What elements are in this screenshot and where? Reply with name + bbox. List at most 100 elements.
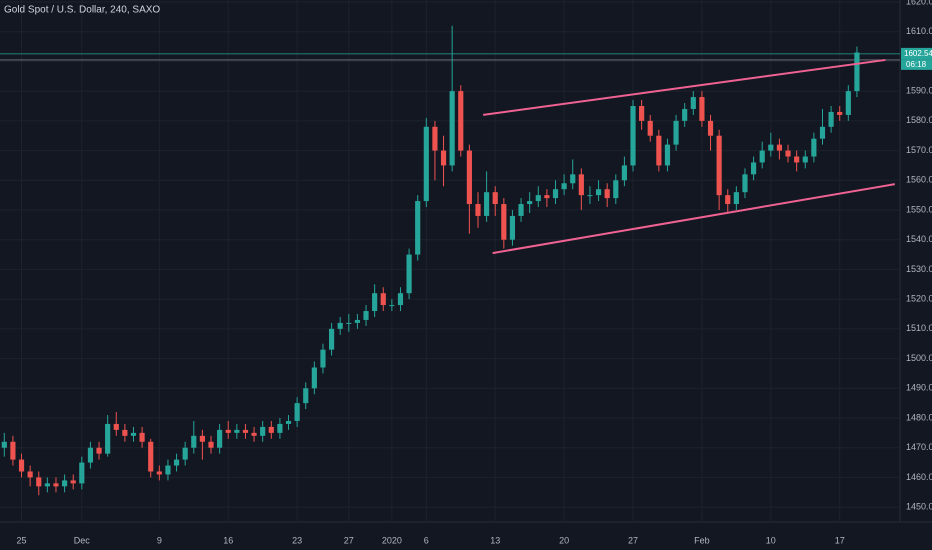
x-tick-label: 23	[292, 535, 302, 545]
y-tick-label: 1500.00	[906, 353, 932, 363]
candle-body	[819, 126, 826, 139]
x-tick-label: 6	[424, 535, 429, 545]
candle-body	[587, 195, 593, 197]
candle-body	[389, 305, 395, 307]
candle-body	[122, 429, 128, 436]
candle-body	[544, 195, 550, 199]
candle-body	[742, 174, 748, 193]
y-tick-label: 1530.00	[906, 264, 932, 274]
y-tick-label: 1550.00	[906, 204, 932, 214]
y-tick-label: 1450.00	[906, 502, 932, 512]
candle-body	[466, 150, 472, 205]
candle-body	[707, 120, 714, 136]
candle-body	[690, 97, 696, 109]
candle-body	[492, 192, 498, 205]
candle-body	[156, 471, 162, 475]
y-tick-label: 1460.00	[906, 472, 932, 482]
candle-body	[828, 111, 834, 127]
candle-body	[397, 293, 404, 306]
candle-body	[837, 111, 843, 115]
x-tick-label: 20	[559, 535, 569, 545]
candle-body	[811, 138, 817, 157]
candle-body	[44, 483, 50, 487]
candle-body	[595, 189, 602, 196]
candle-body	[225, 429, 231, 433]
candle-body	[105, 423, 111, 454]
candle-body	[36, 477, 42, 487]
candle-body	[475, 204, 481, 216]
candle-body	[363, 311, 369, 320]
candle-body	[570, 174, 576, 184]
candle-body	[285, 420, 292, 424]
candle-body	[354, 319, 360, 323]
candle-body	[182, 447, 188, 460]
candle-body	[854, 52, 860, 92]
candle-body	[1, 441, 7, 448]
candle-body	[647, 120, 653, 136]
candle-body	[96, 447, 102, 454]
candle-body	[277, 423, 283, 433]
candle-body	[62, 480, 68, 487]
candle-body	[380, 293, 386, 306]
candle-body	[148, 441, 154, 472]
candle-body	[406, 254, 412, 294]
candle-body	[751, 162, 757, 175]
y-tick-label: 1490.00	[906, 383, 932, 393]
candle-body	[320, 349, 326, 368]
x-tick-label: 17	[835, 535, 845, 545]
candle-body	[130, 432, 137, 436]
candle-body	[372, 293, 378, 312]
trend-line	[483, 58, 886, 116]
x-tick-label: Feb	[694, 535, 710, 545]
y-tick-label: 1620.00	[906, 0, 932, 6]
x-tick-label: 27	[344, 535, 354, 545]
candle-body	[251, 432, 257, 436]
candle-body	[415, 201, 421, 255]
candle-body	[785, 150, 791, 157]
candle-body	[656, 135, 662, 166]
candle-body	[776, 144, 783, 151]
candle-body	[535, 195, 541, 202]
candle-body	[716, 135, 722, 196]
candle-body	[501, 204, 507, 240]
candle-body	[604, 189, 610, 199]
x-tick-label: 9	[157, 535, 162, 545]
candle-body	[303, 388, 309, 404]
candle-body	[733, 192, 739, 205]
x-tick-label: 10	[766, 535, 776, 545]
y-tick-label: 1580.00	[906, 115, 932, 125]
candle-body	[682, 108, 688, 121]
candle-body	[639, 106, 645, 121]
candle-body	[845, 91, 851, 115]
candle-body	[70, 480, 76, 484]
y-tick-label: 1610.00	[906, 26, 932, 36]
y-tick-label: 1560.00	[906, 175, 932, 185]
x-tick-label: 13	[490, 535, 500, 545]
candle-body	[673, 120, 679, 145]
candle-body	[337, 322, 343, 329]
candle-body	[217, 429, 223, 448]
candle-body	[139, 432, 145, 442]
candle-body	[552, 189, 559, 199]
y-tick-label: 1540.00	[906, 234, 932, 244]
y-tick-label: 1590.00	[906, 86, 932, 96]
candle-body	[294, 403, 300, 421]
candle-body	[802, 156, 808, 163]
candle-body	[449, 91, 455, 166]
candle-body	[613, 180, 619, 199]
candle-body	[346, 322, 352, 324]
candle-body	[113, 423, 119, 430]
candle-body	[87, 447, 94, 463]
countdown-label: 06:18	[906, 60, 927, 69]
chart-title: Gold Spot / U.S. Dollar, 240, SAXO	[4, 5, 160, 16]
candle-body	[53, 483, 59, 487]
x-tick-label: Dec	[74, 535, 91, 545]
x-tick-label: 25	[17, 535, 27, 545]
candle-body	[173, 459, 180, 466]
candle-body	[234, 429, 240, 433]
candle-body	[79, 462, 85, 484]
candle-body	[509, 215, 516, 240]
candle-body	[484, 192, 490, 216]
candle-body	[328, 328, 335, 350]
